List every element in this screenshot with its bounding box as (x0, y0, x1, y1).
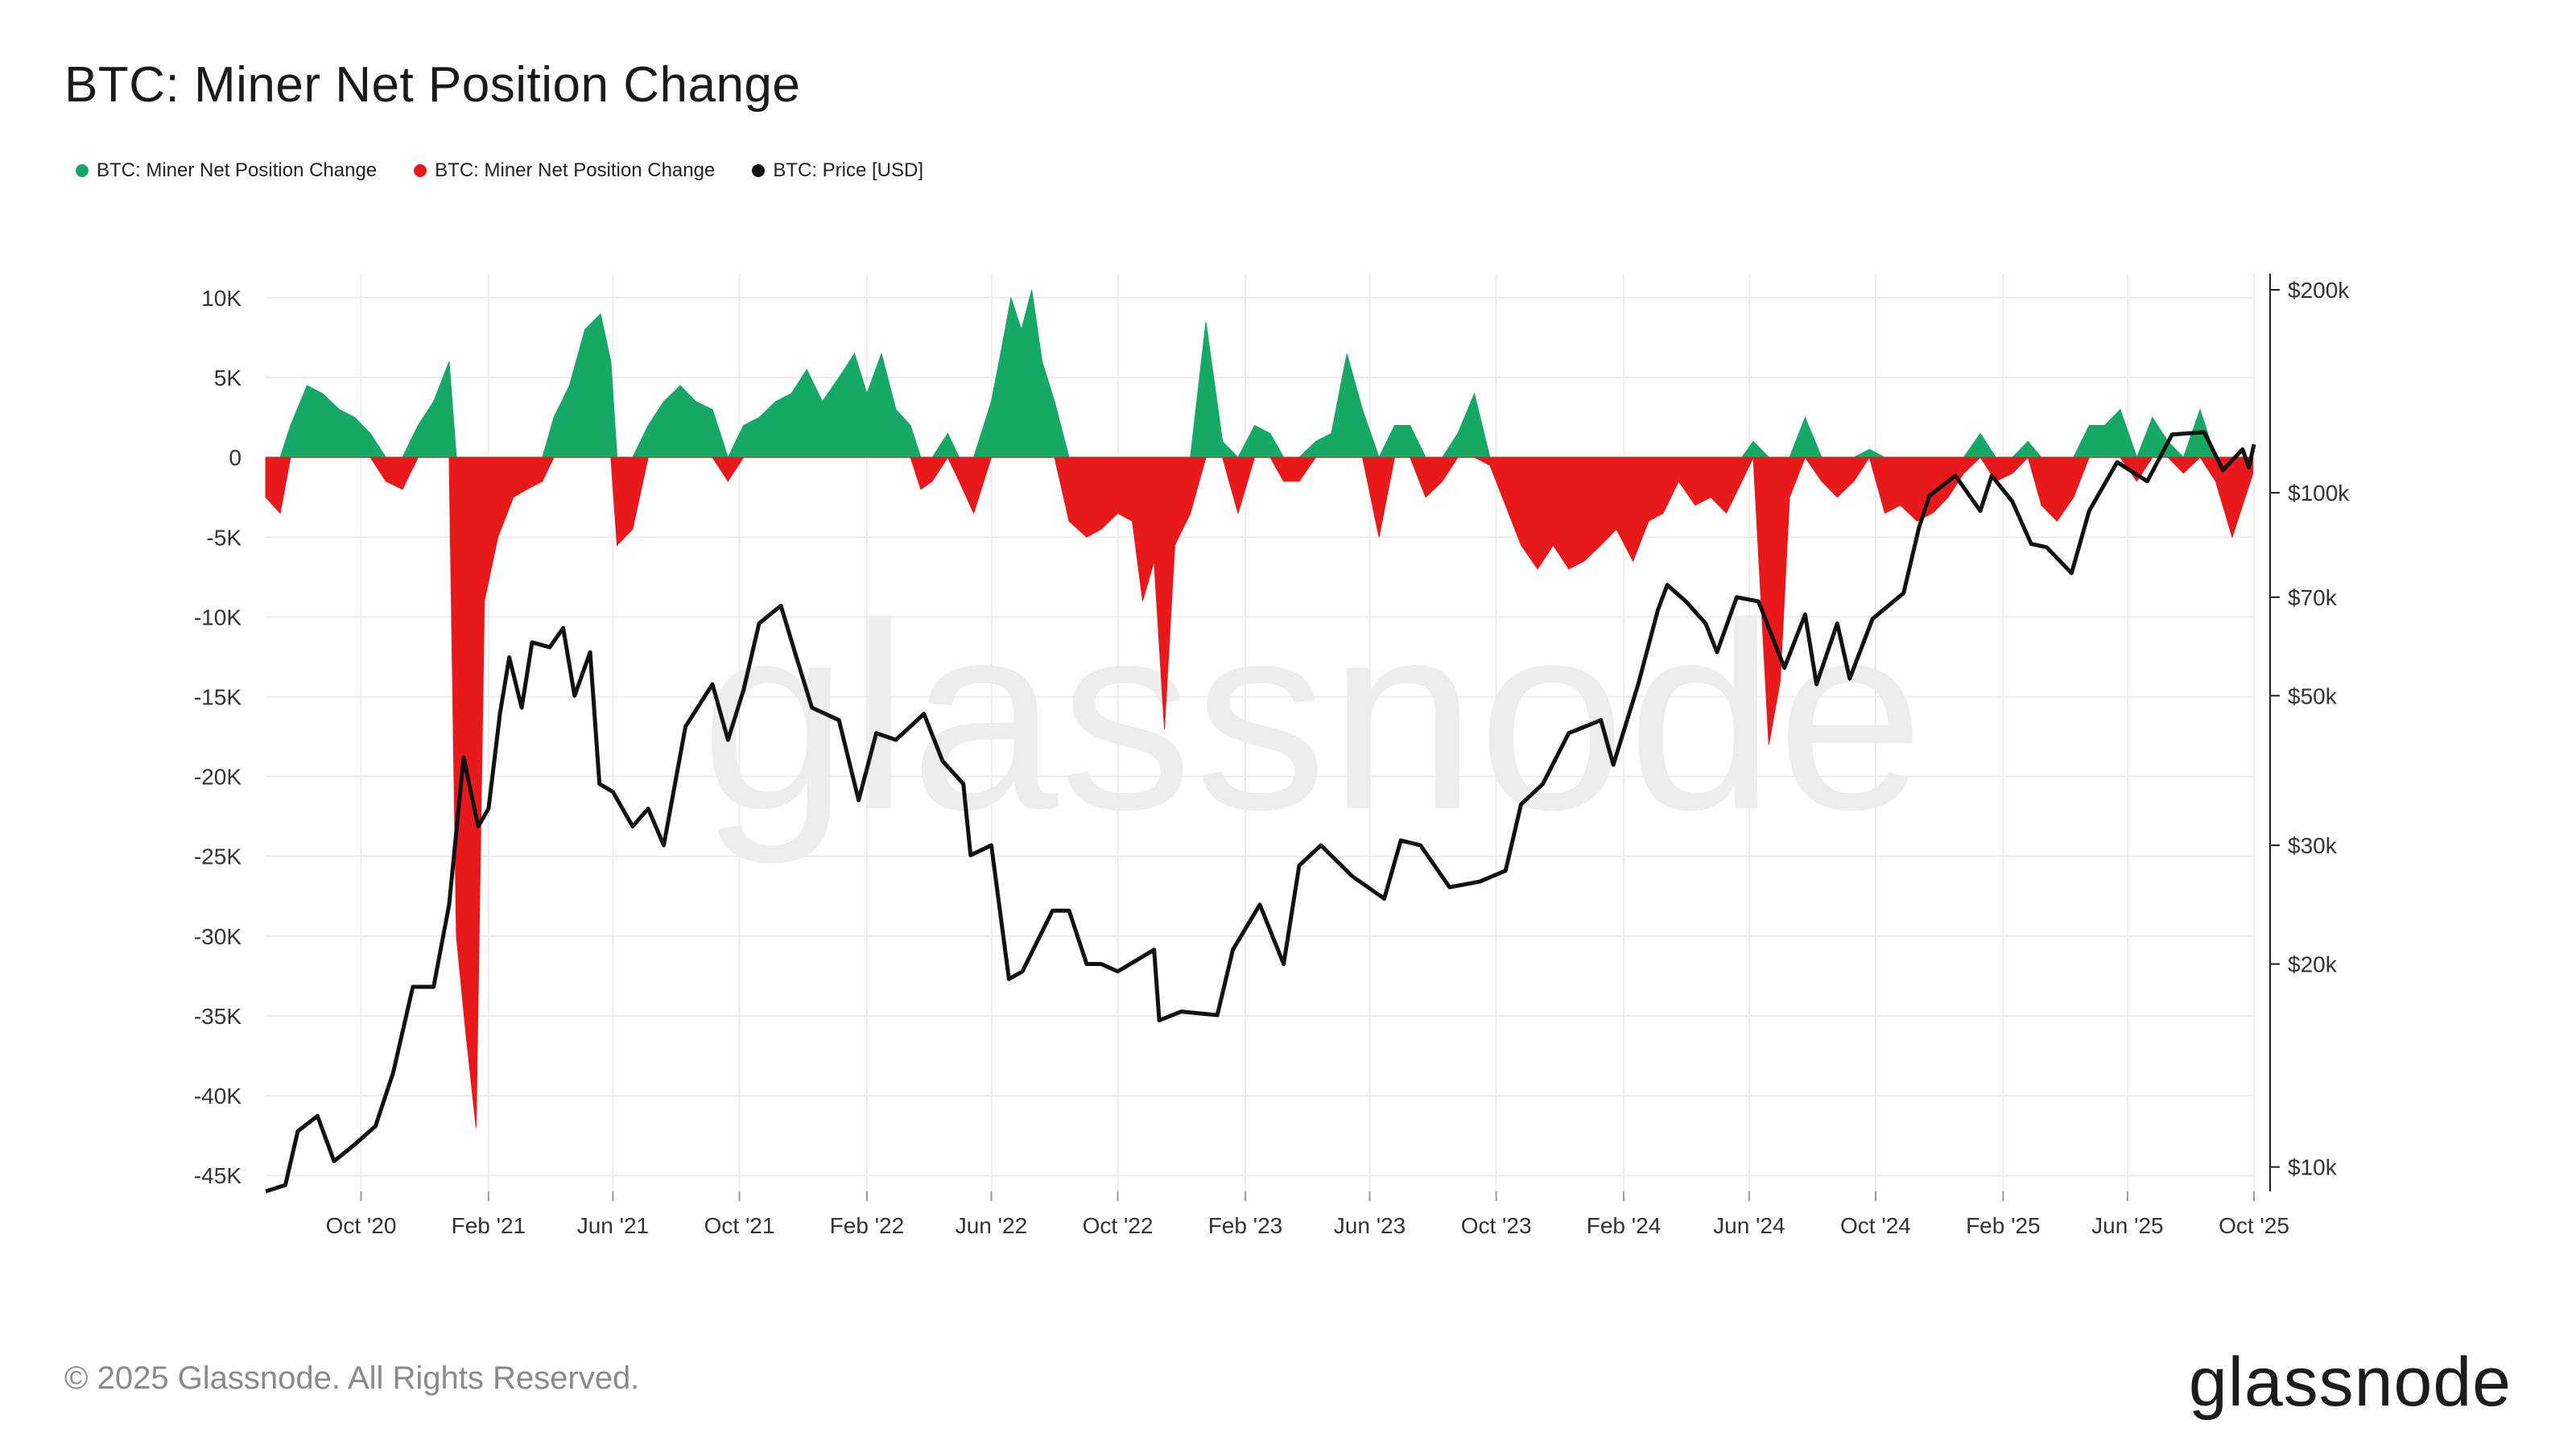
y-left-tick-label: -5K (206, 525, 242, 550)
x-tick-label: Jun '24 (1713, 1213, 1785, 1238)
series-negative-area (265, 456, 2254, 1128)
x-tick-label: Oct '23 (1461, 1213, 1532, 1238)
y-left-tick-label: 10K (201, 286, 242, 311)
axes: 10K 5K 0 -5K -10K -15K -20K -25K -30K -35K -40K -45… (194, 274, 2350, 1238)
x-tick-label: Feb '24 (1587, 1213, 1662, 1238)
legend-label-price: BTC: Price [USD] (773, 159, 924, 181)
y-right-tick-label: $10k (2288, 1155, 2338, 1180)
legend-item-positive[interactable]: BTC: Miner Net Position Change (76, 159, 377, 182)
x-tick-label: Jun '22 (956, 1213, 1027, 1238)
x-tick-label: Jun '25 (2091, 1213, 2163, 1238)
legend-dot-positive (76, 164, 89, 177)
y-left-tick-label: -15K (194, 684, 242, 709)
y-left-tick-label: -10K (194, 605, 242, 630)
y-left-tick-label: -25K (194, 844, 242, 869)
x-tick-label: Oct '21 (704, 1213, 775, 1238)
legend-label-positive: BTC: Miner Net Position Change (97, 159, 378, 181)
y-left-tick-label: -35K (194, 1004, 242, 1029)
y-left-tick-label: -40K (194, 1084, 242, 1108)
series-positive-area (266, 289, 2253, 459)
x-tick-label: Feb '23 (1208, 1213, 1283, 1238)
x-tick-label: Jun '21 (577, 1213, 649, 1238)
y-right-tick-label: $30k (2288, 833, 2338, 858)
y-left-tick-label: 0 (229, 445, 242, 470)
x-tick-label: Oct '24 (1840, 1213, 1911, 1238)
y-right-tick-label: $70k (2288, 585, 2338, 610)
legend-dot-negative (414, 164, 427, 177)
x-tick-label: Oct '22 (1083, 1213, 1154, 1238)
brand-logo: glassnode (2188, 1344, 2512, 1421)
net-position-negative-area (265, 456, 2254, 1128)
y-left-tick-label: -30K (194, 924, 242, 949)
y-left-tick-label: -20K (194, 765, 242, 790)
legend-item-negative[interactable]: BTC: Miner Net Position Change (414, 159, 715, 182)
y-left-tick-label: 5K (214, 365, 242, 390)
price-line (265, 430, 2256, 1194)
net-position-positive-area (266, 289, 2253, 459)
series-price-line (265, 430, 2256, 1194)
x-tick-label: Feb '25 (1966, 1213, 2041, 1238)
y-right-tick-label: $20k (2288, 952, 2338, 977)
x-tick-label: Jun '23 (1334, 1213, 1406, 1238)
x-tick-label: Oct '20 (326, 1213, 397, 1238)
y-right-tick-label: $50k (2288, 683, 2338, 708)
legend: BTC: Miner Net Position Change BTC: Mine… (76, 159, 923, 182)
y-right-tick-label: $100k (2288, 481, 2350, 506)
x-tick-label: Feb '21 (452, 1213, 526, 1238)
y-left-tick-label: -45K (194, 1163, 242, 1188)
y-right-tick-label: $200k (2288, 278, 2350, 303)
x-tick-label: Oct '25 (2219, 1213, 2289, 1238)
chart-title: BTC: Miner Net Position Change (64, 57, 801, 113)
legend-item-price[interactable]: BTC: Price [USD] (752, 159, 923, 182)
copyright-text: © 2025 Glassnode. All Rights Reserved. (64, 1360, 640, 1396)
legend-label-negative: BTC: Miner Net Position Change (435, 159, 716, 181)
legend-dot-price (752, 164, 766, 177)
x-tick-label: Feb '22 (830, 1213, 905, 1238)
